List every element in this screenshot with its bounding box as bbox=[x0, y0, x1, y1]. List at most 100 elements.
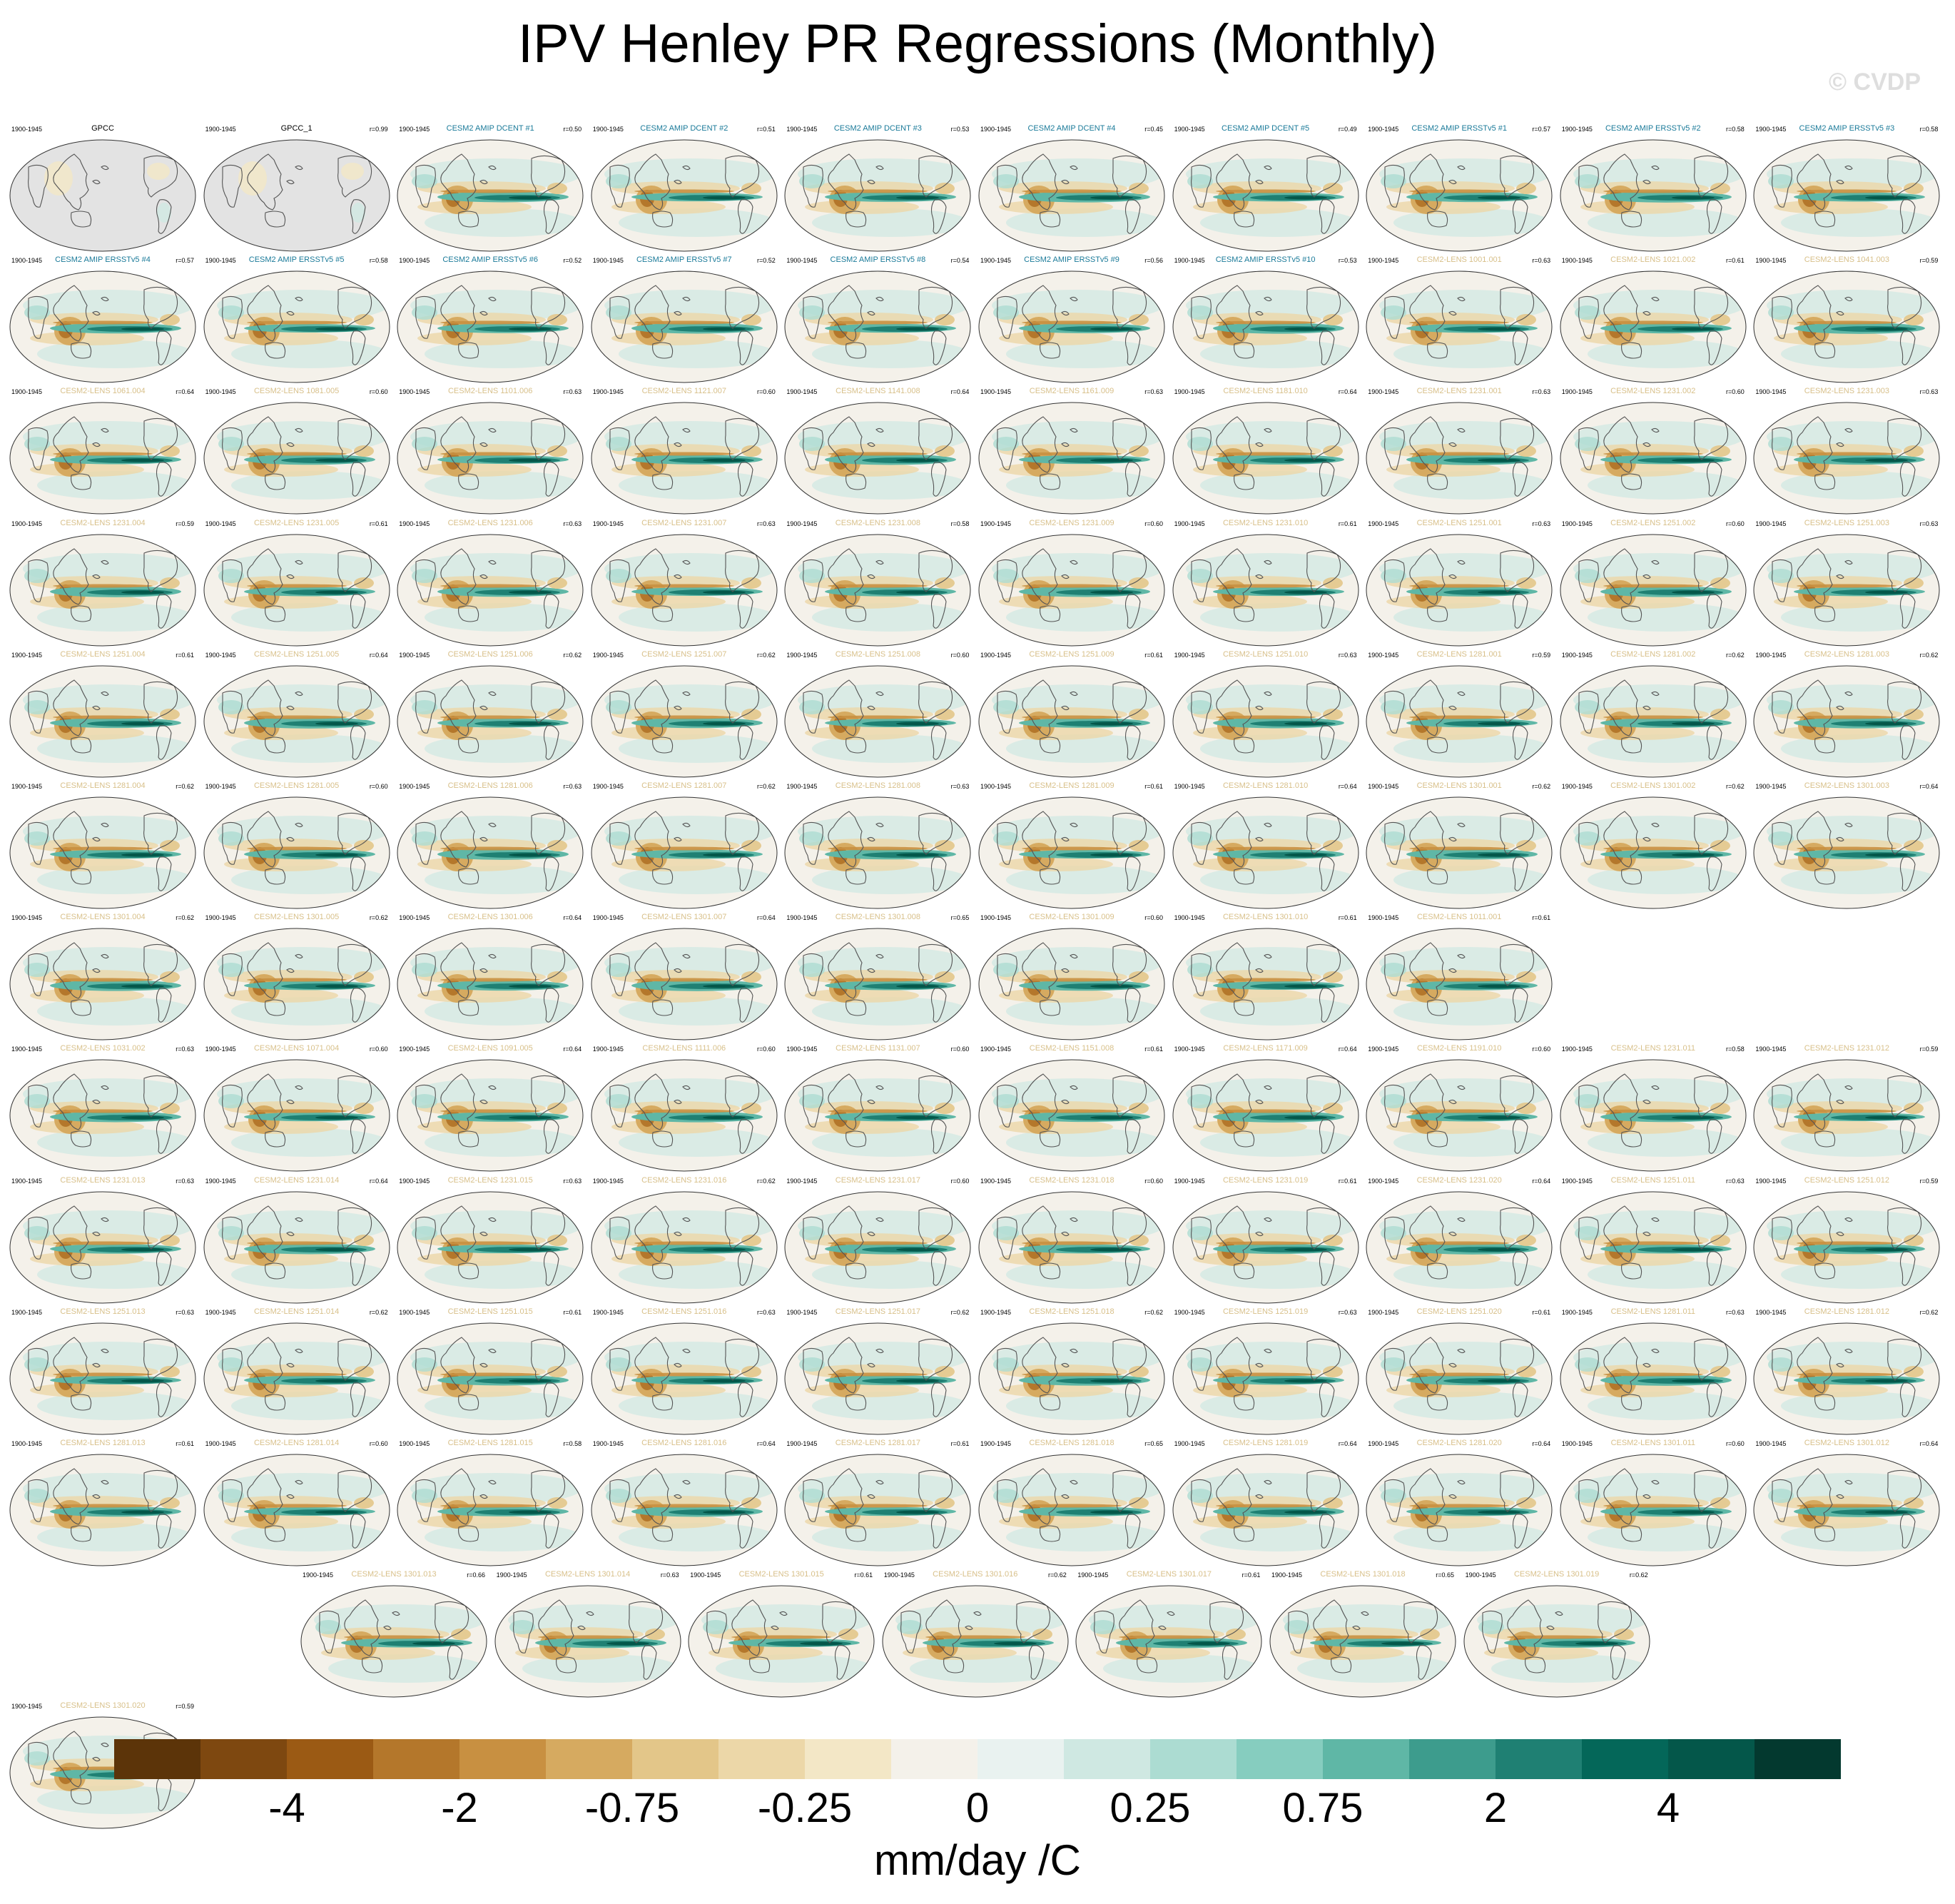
panel-pattern-correlation: r=0.61 bbox=[1144, 1045, 1163, 1053]
regression-map bbox=[882, 1585, 1069, 1698]
regression-map bbox=[1753, 1322, 1940, 1435]
panel-period-label: 1900-1945 bbox=[205, 1177, 236, 1185]
panel-title: CESM2-LENS 1281.009 bbox=[1029, 781, 1114, 790]
regression-map bbox=[784, 534, 971, 647]
map-panel: 1900-1945 CESM2 AMIP ERSSTv5 #4 r=0.57 bbox=[9, 255, 197, 385]
panel-period-label: 1900-1945 bbox=[786, 1177, 818, 1185]
panel-period-label: 1900-1945 bbox=[1368, 914, 1399, 922]
regression-map bbox=[494, 1585, 681, 1698]
colorbar-tick-label: 2 bbox=[1483, 1785, 1508, 1831]
panel-pattern-correlation: r=0.60 bbox=[757, 1045, 776, 1053]
map-panel: 1900-1945 CESM2-LENS 1251.007 r=0.62 bbox=[590, 650, 778, 780]
panel-period-label: 1900-1945 bbox=[399, 914, 430, 922]
panel-title: CESM2-LENS 1251.008 bbox=[835, 649, 920, 659]
map-panel: 1900-1945 CESM2-LENS 1301.016 r=0.62 bbox=[881, 1570, 1070, 1700]
map-panel: 1900-1945 CESM2-LENS 1301.008 r=0.65 bbox=[783, 913, 972, 1043]
map-panel: 1900-1945 CESM2-LENS 1281.001 r=0.59 bbox=[1365, 650, 1553, 780]
regression-map bbox=[978, 1059, 1165, 1172]
colorbar-swatch bbox=[287, 1739, 374, 1779]
panel-title: CESM2-LENS 1251.016 bbox=[641, 1307, 727, 1316]
panel-period-label: 1900-1945 bbox=[205, 914, 236, 922]
regression-map bbox=[1560, 402, 1747, 515]
map-panel: 1900-1945 CESM2-LENS 1281.004 r=0.62 bbox=[9, 781, 197, 911]
panel-title: CESM2-LENS 1301.011 bbox=[1610, 1439, 1695, 1447]
panel-pattern-correlation: r=0.60 bbox=[369, 1045, 388, 1053]
panel-pattern-correlation: r=0.60 bbox=[1726, 388, 1745, 396]
panel-title: CESM2-LENS 1231.008 bbox=[835, 518, 920, 527]
regression-map bbox=[203, 270, 390, 383]
panel-pattern-correlation: r=0.64 bbox=[1919, 1440, 1939, 1447]
panel-title: CESM2-LENS 1231.013 bbox=[60, 1175, 146, 1185]
panel-pattern-correlation: r=0.63 bbox=[563, 388, 582, 396]
panel-period-label: 1900-1945 bbox=[1755, 1177, 1787, 1185]
panel-title: CESM2-LENS 1001.001 bbox=[1416, 255, 1502, 265]
regression-map bbox=[1366, 1322, 1553, 1435]
regression-map bbox=[978, 796, 1165, 909]
panel-period-label: 1900-1945 bbox=[1368, 257, 1399, 265]
panel-title: CESM2-LENS 1251.003 bbox=[1804, 518, 1889, 527]
panel-title: CESM2-LENS 1281.006 bbox=[447, 781, 533, 790]
map-panel: 1900-1945 CESM2-LENS 1251.017 r=0.62 bbox=[783, 1307, 972, 1437]
panel-pattern-correlation: r=0.61 bbox=[563, 1308, 582, 1316]
panel-title: CESM2-LENS 1301.017 bbox=[1126, 1570, 1212, 1579]
map-panel: 1900-1945 CESM2-LENS 1301.002 r=0.62 bbox=[1559, 781, 1747, 911]
map-panel: 1900-1945 CESM2-LENS 1281.014 r=0.60 bbox=[203, 1439, 391, 1569]
map-panel: 1900-1945 CESM2 AMIP ERSSTv5 #2 r=0.58 bbox=[1559, 124, 1747, 254]
panel-title: CESM2-LENS 1281.015 bbox=[447, 1439, 533, 1447]
panel-title: CESM2 AMIP ERSSTv5 #3 bbox=[1799, 124, 1895, 133]
map-panel: 1900-1945 CESM2-LENS 1251.018 r=0.62 bbox=[978, 1307, 1166, 1437]
panel-pattern-correlation: r=0.62 bbox=[1726, 783, 1745, 790]
regression-map bbox=[591, 928, 778, 1040]
panel-pattern-correlation: r=0.59 bbox=[176, 1703, 194, 1711]
map-panel: 1900-1945 CESM2-LENS 1281.003 r=0.62 bbox=[1752, 650, 1941, 780]
colorbar-swatch bbox=[718, 1739, 806, 1779]
panel-period-label: 1900-1945 bbox=[1174, 1308, 1205, 1316]
map-panel: 1900-1945 CESM2-LENS 1251.005 r=0.64 bbox=[203, 650, 391, 780]
map-panel: 1900-1945 CESM2-LENS 1281.007 r=0.62 bbox=[590, 781, 778, 911]
panel-period-label: 1900-1945 bbox=[1174, 783, 1205, 790]
regression-map bbox=[1366, 1191, 1553, 1304]
map-panel: 1900-1945 CESM2-LENS 1251.001 r=0.63 bbox=[1365, 519, 1553, 649]
panel-pattern-correlation: r=0.52 bbox=[757, 257, 776, 265]
regression-map bbox=[1463, 1585, 1650, 1698]
panel-pattern-correlation: r=0.63 bbox=[660, 1571, 679, 1579]
panel-pattern-correlation: r=0.63 bbox=[757, 520, 776, 527]
map-panel: 1900-1945 CESM2-LENS 1281.002 r=0.62 bbox=[1559, 650, 1747, 780]
panel-period-label: 1900-1945 bbox=[205, 257, 236, 265]
map-panel: 1900-1945 CESM2-LENS 1231.008 r=0.58 bbox=[783, 518, 972, 649]
colorbar-tick-label: 4 bbox=[1656, 1785, 1680, 1831]
panel-title: CESM2-LENS 1281.019 bbox=[1222, 1439, 1309, 1447]
map-panel: 1900-1945 CESM2-LENS 1231.011 r=0.58 bbox=[1559, 1044, 1747, 1174]
regression-map bbox=[1560, 1454, 1747, 1566]
regression-map bbox=[591, 1322, 778, 1435]
panel-pattern-correlation: r=0.62 bbox=[1532, 783, 1551, 790]
map-panel: 1900-1945 CESM2-LENS 1281.005 r=0.60 bbox=[203, 781, 391, 911]
regression-map bbox=[1560, 1191, 1747, 1304]
panel-period-label: 1900-1945 bbox=[1755, 783, 1787, 790]
regression-map bbox=[784, 1454, 971, 1566]
regression-map bbox=[1560, 139, 1747, 252]
panel-title: CESM2-LENS 1231.017 bbox=[835, 1175, 920, 1185]
panel-title: CESM2-LENS 1231.007 bbox=[641, 518, 727, 527]
panel-pattern-correlation: r=0.61 bbox=[950, 1440, 970, 1447]
map-panel: 1900-1945 CESM2-LENS 1181.010 r=0.64 bbox=[1172, 387, 1360, 517]
panel-title: CESM2 AMIP ERSSTv5 #8 bbox=[830, 255, 926, 265]
map-panel: 1900-1945 CESM2-LENS 1021.002 r=0.61 bbox=[1559, 255, 1747, 385]
panel-pattern-correlation: r=0.62 bbox=[757, 651, 776, 659]
panel-title: CESM2-LENS 1071.004 bbox=[253, 1044, 340, 1053]
panel-pattern-correlation: r=0.64 bbox=[369, 651, 388, 659]
panel-pattern-correlation: r=0.61 bbox=[1726, 257, 1745, 265]
regression-map bbox=[9, 1454, 196, 1566]
panel-pattern-correlation: r=0.58 bbox=[1919, 126, 1939, 133]
map-panel: 1900-1945 CESM2 AMIP ERSSTv5 #10 r=0.53 bbox=[1172, 255, 1360, 385]
panel-period-label: 1900-1945 bbox=[786, 914, 818, 922]
panel-title: CESM2-LENS 1251.009 bbox=[1029, 649, 1114, 659]
panel-pattern-correlation: r=0.63 bbox=[176, 1177, 194, 1185]
panel-pattern-correlation: r=0.63 bbox=[757, 1308, 776, 1316]
panel-period-label: 1900-1945 bbox=[592, 651, 624, 659]
map-panel: 1900-1945 CESM2-LENS 1301.018 r=0.65 bbox=[1269, 1570, 1457, 1700]
regression-map bbox=[203, 1454, 390, 1566]
map-panel: 1900-1945 CESM2-LENS 1071.004 r=0.60 bbox=[203, 1044, 391, 1174]
colorbar-tick-label: -0.75 bbox=[584, 1785, 680, 1831]
map-panel: 1900-1945 CESM2-LENS 1191.010 r=0.60 bbox=[1365, 1044, 1553, 1174]
